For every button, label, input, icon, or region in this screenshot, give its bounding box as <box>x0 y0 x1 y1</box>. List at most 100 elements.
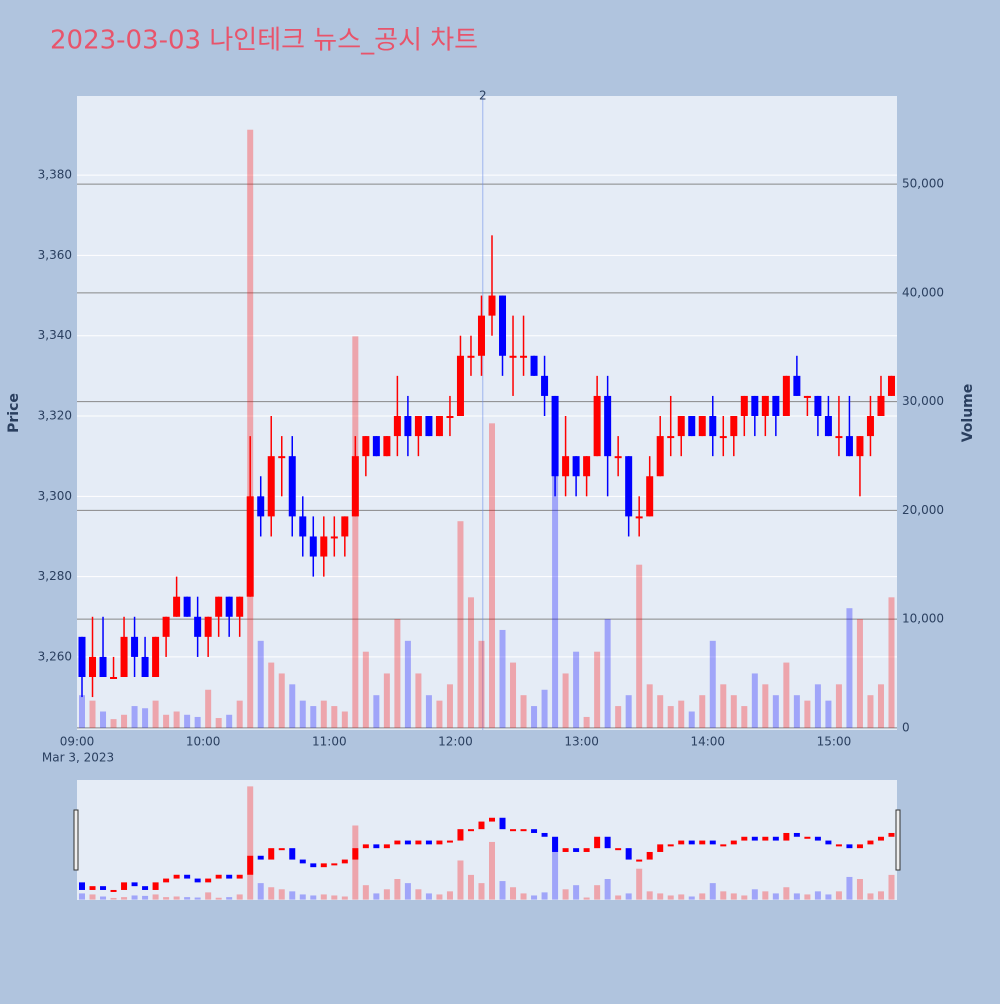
candle-body <box>740 395 748 417</box>
candle-body <box>120 636 128 677</box>
slider-volume-bar <box>89 894 96 900</box>
slider-volume-bar <box>562 889 569 900</box>
slider-volume-bar <box>467 874 474 900</box>
volume-bar <box>205 689 212 728</box>
slider-volume-bar <box>541 892 548 900</box>
volume-bar <box>499 629 506 728</box>
slider-volume-bar <box>730 893 737 900</box>
slider-candle <box>383 844 390 849</box>
volume-bar <box>394 619 401 728</box>
volume-bar <box>121 714 128 728</box>
volume-bar <box>278 673 285 728</box>
slider-candle <box>804 836 811 839</box>
volume-bar <box>751 673 758 728</box>
volume-bar <box>404 640 411 728</box>
candle-body <box>89 656 97 677</box>
volume-bar <box>268 662 275 728</box>
slider-volume-bar <box>121 897 128 900</box>
slider-candle <box>299 859 306 864</box>
slider-volume-bar <box>804 894 811 900</box>
slider-candle <box>184 874 191 879</box>
slider-volume-bar <box>362 885 369 900</box>
candle-body <box>204 616 212 637</box>
slider-candle <box>510 829 517 832</box>
candle-body <box>719 436 727 439</box>
candle-body <box>835 436 843 439</box>
slider-handle[interactable] <box>895 809 901 871</box>
slider-candle <box>436 840 443 845</box>
chart-title: 2023-03-03 나인테크 뉴스_공시 차트 <box>50 26 478 56</box>
slider-volume-bar <box>257 883 264 900</box>
slider-candle <box>699 840 706 845</box>
volume-bar <box>257 640 264 728</box>
slider-candle <box>373 844 380 849</box>
candle-body <box>383 436 391 457</box>
candle-body <box>173 596 181 617</box>
slider-volume-bar <box>236 894 243 900</box>
slider-volume-bar <box>131 895 138 900</box>
slider-volume-bar <box>646 891 653 900</box>
volume-bar <box>457 521 464 728</box>
candle-body <box>856 436 864 457</box>
candle-body <box>425 416 433 437</box>
slider-volume-bar <box>772 893 779 900</box>
slider-candle <box>478 821 485 830</box>
candle-body <box>110 676 118 679</box>
candle-body <box>877 395 885 417</box>
slider-candle <box>856 844 863 849</box>
slider-candle <box>131 882 138 887</box>
candle-body <box>887 375 895 396</box>
volume-bar <box>373 695 380 728</box>
slider-volume-bar <box>699 893 706 900</box>
volume-bar <box>352 336 359 728</box>
candle-body <box>456 355 464 417</box>
candle-body <box>551 395 559 477</box>
slider-candle <box>89 886 96 890</box>
range-slider[interactable] <box>77 780 897 900</box>
slider-volume-bar <box>278 889 285 900</box>
slider-volume-bar <box>226 897 233 900</box>
candle-body <box>541 375 549 396</box>
volume-bar <box>79 695 85 728</box>
slider-candle <box>814 836 821 841</box>
candle-body <box>499 295 507 356</box>
slider-volume-bar <box>436 894 443 900</box>
slider-candle <box>289 848 296 860</box>
slider-volume-bar <box>814 891 821 900</box>
slider-candle <box>257 855 264 860</box>
slider-volume-bar <box>268 887 275 900</box>
candle-body <box>278 456 286 459</box>
slider-volume-bar <box>352 825 359 900</box>
slider-volume-bar <box>625 893 632 900</box>
slider-candle <box>762 836 769 841</box>
slider-candle <box>730 840 737 845</box>
x-tick-label: 09:00 <box>60 735 95 749</box>
candle-body <box>761 395 769 417</box>
slider-candle <box>341 859 348 864</box>
candle-body <box>99 656 107 677</box>
volume-bar <box>489 423 495 728</box>
slider-candle <box>657 844 664 852</box>
slider-candle <box>163 878 170 883</box>
slider-candle <box>783 832 790 841</box>
candle-body <box>709 416 717 437</box>
candle-body <box>730 416 738 437</box>
y2-tick-label: 50,000 <box>902 177 944 191</box>
slider-volume-bar <box>573 885 580 900</box>
volume-bar <box>867 695 874 728</box>
x-tick-label: 11:00 <box>312 735 347 749</box>
slider-handle[interactable] <box>73 809 79 871</box>
slider-volume-bar <box>142 895 149 900</box>
slider-candle <box>110 889 117 892</box>
slider-volume-bar <box>552 837 559 900</box>
slider-candle <box>331 863 338 866</box>
slider-volume-bar <box>215 897 222 900</box>
slider-volume-bar <box>856 879 863 900</box>
slider-candle <box>457 829 464 841</box>
volume-bar <box>583 716 590 728</box>
slider-candle <box>247 855 254 875</box>
slider-candle <box>646 851 653 860</box>
candle-body <box>341 516 349 537</box>
